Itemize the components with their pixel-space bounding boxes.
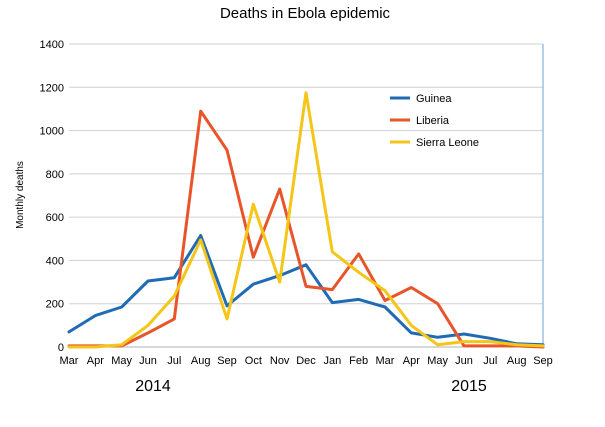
x-tick-14: May: [427, 355, 448, 367]
x-tick-8: Nov: [270, 355, 290, 367]
x-tick-17: Aug: [507, 355, 527, 367]
y-tick-800: 800: [46, 169, 64, 181]
x-tick-5: Aug: [191, 355, 211, 367]
x-tick-7: Oct: [245, 355, 262, 367]
y-tick-200: 200: [46, 299, 64, 311]
y-tick-labels: 0 200 400 600 800 1000 1200 1400: [40, 39, 64, 354]
year-label-2015: 2015: [451, 378, 487, 395]
x-tick-6: Sep: [217, 355, 237, 367]
y-axis-label: Monthly deaths: [15, 161, 26, 229]
x-tick-2: May: [111, 355, 132, 367]
chart-title: Deaths in Ebola epidemic: [220, 5, 391, 22]
x-tick-15: Jun: [455, 355, 473, 367]
x-tick-13: Apr: [403, 355, 420, 367]
x-tick-10: Jan: [323, 355, 341, 367]
gridlines: [69, 43, 544, 348]
series-line-liberia: [67, 109, 545, 349]
y-tick-0: 0: [58, 342, 64, 354]
series-line-sierra-leone: [67, 91, 545, 349]
legend-label-1: Liberia: [416, 115, 450, 127]
x-tick-4: Jul: [167, 355, 181, 367]
x-tick-labels: Mar Apr May Jun Jul Aug Sep Oct Nov Dec Jan Feb Mar A…: [60, 355, 553, 367]
y-tick-600: 600: [46, 212, 64, 224]
x-tick-16: Jul: [483, 355, 497, 367]
x-tick-12: Mar: [376, 355, 395, 367]
y-tick-400: 400: [46, 255, 64, 267]
series-line-guinea: [67, 234, 545, 347]
y-tick-1400: 1400: [40, 39, 64, 51]
year-label-2014: 2014: [135, 378, 171, 395]
x-tick-3: Jun: [139, 355, 157, 367]
legend-label-0: Guinea: [416, 93, 452, 105]
x-tick-1: Apr: [87, 355, 104, 367]
x-tick-9: Dec: [296, 355, 316, 367]
x-tick-18: Sep: [533, 355, 553, 367]
x-tick-11: Feb: [349, 355, 368, 367]
series-lines: [67, 91, 545, 349]
legend: Guinea Liberia Sierra Leone: [390, 93, 479, 149]
x-tick-0: Mar: [60, 355, 79, 367]
y-tick-1200: 1200: [40, 82, 64, 94]
legend-label-2: Sierra Leone: [416, 137, 479, 149]
y-tick-1000: 1000: [40, 126, 64, 138]
